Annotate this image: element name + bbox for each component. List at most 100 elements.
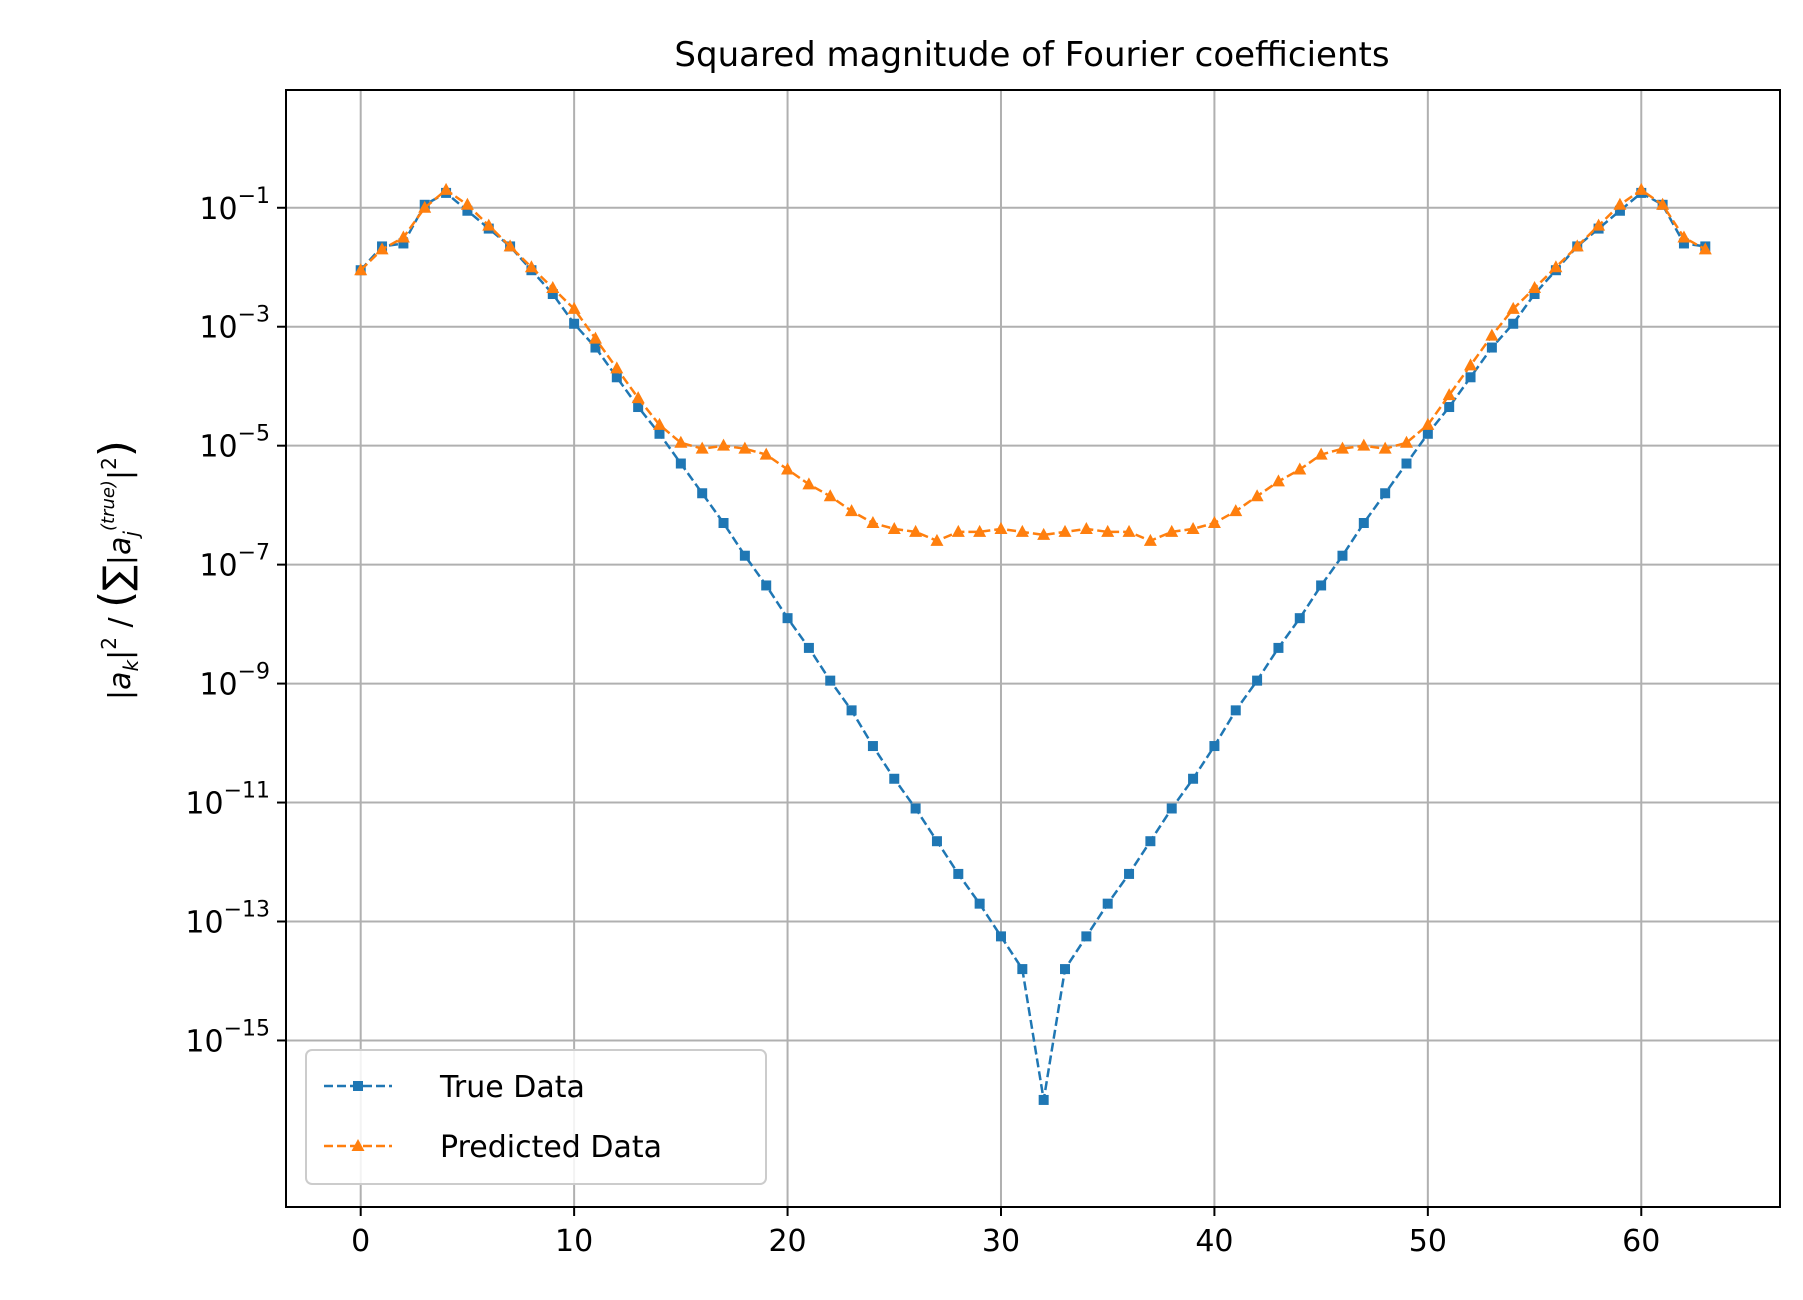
axes: 0 10 20 30 40 50 60 10−1 10−3 10−5 10−7 10−9 10−11 10… bbox=[185, 89, 1781, 1259]
plot-frame bbox=[285, 89, 1781, 1208]
legend-marker bbox=[353, 1081, 363, 1091]
data-point bbox=[803, 642, 814, 653]
data-point bbox=[738, 441, 752, 454]
data-point bbox=[524, 260, 538, 273]
x-tick-label: 60 bbox=[1622, 1224, 1660, 1259]
y-tick-label: 10−1 bbox=[199, 184, 270, 227]
data-point bbox=[1549, 260, 1563, 273]
data-point bbox=[398, 238, 409, 249]
data-point bbox=[1422, 428, 1433, 439]
data-point bbox=[1015, 524, 1029, 537]
series-predicted-data bbox=[354, 182, 1712, 546]
data-point bbox=[1186, 521, 1200, 534]
data-point bbox=[588, 331, 602, 344]
data-point bbox=[1486, 342, 1497, 353]
data-point bbox=[1165, 524, 1179, 537]
data-point bbox=[953, 868, 964, 879]
y-tick-label: 10−13 bbox=[185, 898, 270, 941]
data-point bbox=[697, 488, 708, 499]
data-point bbox=[1060, 964, 1071, 975]
data-point bbox=[1143, 533, 1157, 546]
data-point bbox=[825, 675, 836, 686]
legend-label: True Data bbox=[439, 1070, 585, 1105]
y-tick-label: 10−7 bbox=[199, 541, 270, 584]
data-point bbox=[1442, 388, 1456, 401]
y-tick-label: 10−9 bbox=[199, 660, 270, 703]
data-point bbox=[1145, 836, 1156, 847]
data-point bbox=[1380, 488, 1391, 499]
data-point bbox=[633, 402, 644, 413]
data-point bbox=[1316, 580, 1327, 591]
data-point bbox=[567, 301, 581, 314]
y-tick-label: 10−11 bbox=[185, 779, 270, 822]
data-point bbox=[1081, 931, 1092, 942]
data-point bbox=[354, 263, 368, 276]
data-point bbox=[1378, 441, 1392, 454]
data-point bbox=[1508, 318, 1519, 329]
data-point bbox=[951, 524, 965, 537]
chart-title: Squared magnitude of Fourier coefficient… bbox=[674, 35, 1389, 75]
data-point bbox=[717, 438, 731, 451]
data-point bbox=[1592, 218, 1606, 231]
data-point bbox=[845, 504, 859, 517]
data-point bbox=[1058, 524, 1072, 537]
svg-text:|ak|2 / (∑|aj(true)|2): |ak|2 / (∑|aj(true)|2) bbox=[90, 440, 143, 700]
x-tick-label: 50 bbox=[1409, 1224, 1447, 1259]
data-point bbox=[995, 931, 1006, 942]
data-point bbox=[1570, 239, 1584, 252]
data-point bbox=[1252, 675, 1263, 686]
data-point bbox=[1485, 328, 1499, 341]
data-point bbox=[396, 230, 410, 243]
data-point bbox=[1209, 741, 1220, 752]
data-point bbox=[569, 318, 580, 329]
data-point bbox=[910, 803, 921, 814]
y-tick-label: 10−15 bbox=[185, 1016, 270, 1059]
legend-label: Predicted Data bbox=[440, 1130, 662, 1165]
series-line bbox=[359, 188, 1706, 543]
y-axis-label: |ak|2 / (∑|aj(true)|2) bbox=[90, 440, 143, 700]
data-point bbox=[631, 391, 645, 404]
data-point bbox=[482, 218, 496, 231]
legend-item: Predicted Data bbox=[324, 1130, 662, 1165]
data-point bbox=[1506, 301, 1520, 314]
data-point bbox=[1017, 964, 1028, 975]
data-point bbox=[867, 741, 878, 752]
data-point bbox=[546, 281, 560, 294]
data-point bbox=[1400, 435, 1413, 448]
data-point bbox=[1401, 458, 1412, 469]
data-point bbox=[1465, 372, 1476, 383]
data-point bbox=[653, 417, 666, 430]
data-point bbox=[1250, 489, 1264, 502]
data-point bbox=[1698, 242, 1712, 255]
data-point bbox=[802, 477, 816, 490]
legend-marker bbox=[351, 1139, 365, 1151]
data-point bbox=[739, 550, 750, 561]
data-point bbox=[418, 200, 432, 213]
legend: True Data Predicted Data bbox=[305, 1049, 767, 1185]
data-point bbox=[1357, 438, 1371, 451]
data-point bbox=[1188, 773, 1199, 784]
data-point bbox=[1613, 197, 1627, 210]
data-point bbox=[1634, 182, 1648, 195]
data-point bbox=[1293, 462, 1307, 475]
data-point bbox=[674, 435, 688, 448]
data-point bbox=[462, 205, 473, 216]
series-line bbox=[359, 191, 1706, 1101]
data-point bbox=[1677, 230, 1691, 243]
data-point bbox=[761, 580, 772, 591]
data-point bbox=[823, 489, 837, 502]
data-point bbox=[931, 836, 942, 847]
data-point bbox=[1271, 474, 1285, 487]
data-point bbox=[1101, 524, 1115, 537]
x-tick-label: 40 bbox=[1195, 1224, 1233, 1259]
data-point bbox=[1229, 504, 1243, 517]
data-point bbox=[1358, 518, 1369, 529]
data-point bbox=[718, 518, 729, 529]
data-point bbox=[375, 242, 389, 255]
data-point bbox=[460, 197, 474, 210]
data-point bbox=[1314, 447, 1328, 460]
data-point bbox=[1294, 613, 1305, 624]
data-point bbox=[1124, 868, 1135, 879]
data-point bbox=[1335, 441, 1349, 454]
data-point bbox=[1444, 402, 1455, 413]
